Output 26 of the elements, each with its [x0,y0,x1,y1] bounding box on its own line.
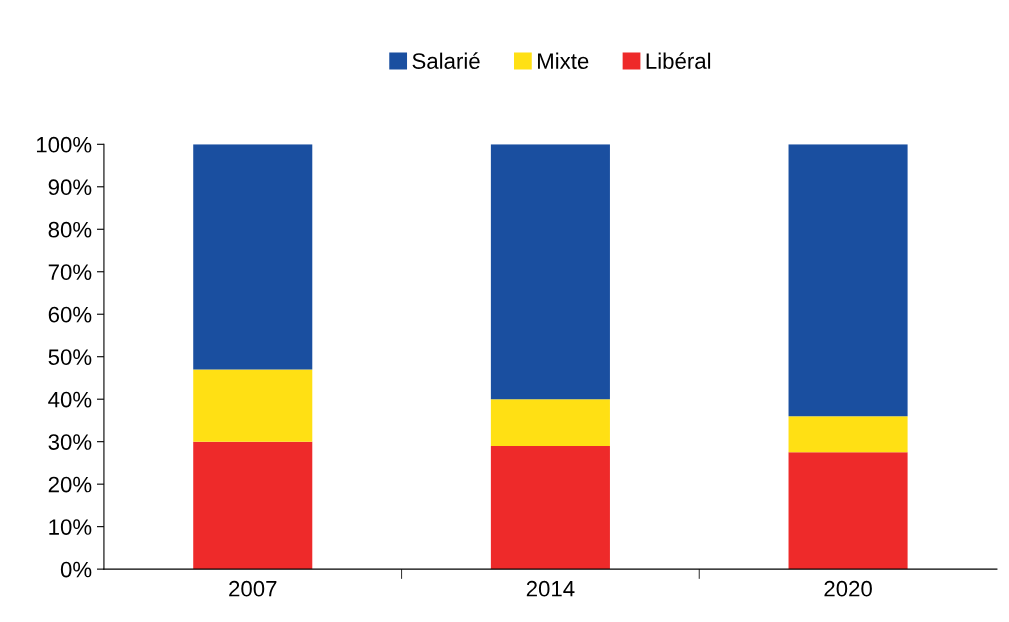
legend-label: Salarié [412,52,480,69]
y-tick-label: 30% [48,434,92,450]
y-tick-label: 0% [60,561,92,578]
bar [788,452,908,570]
bar [193,144,313,370]
bar [193,369,313,442]
y-tick-label: 60% [48,306,92,323]
y-tick-label: 20% [48,476,92,493]
y-tick-label: 90% [48,179,92,196]
x-tick-label: 2020 [824,580,872,597]
y-tick-label: 50% [48,349,92,365]
y-tick-label: 80% [48,221,92,238]
x-tick-label: 2007 [229,580,277,597]
bar [490,445,610,570]
legend-label: Libéral [646,52,711,69]
y-tick-label: 100% [36,136,92,153]
bar [788,416,908,453]
x-tick-label: 2014 [526,580,575,597]
bar [490,144,610,400]
bar [490,399,610,446]
bar [193,441,313,570]
legend-label: Mixte [538,52,589,69]
y-tick-label: 70% [48,264,92,281]
y-tick-label: 40% [48,391,92,408]
y-tick-label: 10% [49,519,92,535]
bar [788,144,908,417]
